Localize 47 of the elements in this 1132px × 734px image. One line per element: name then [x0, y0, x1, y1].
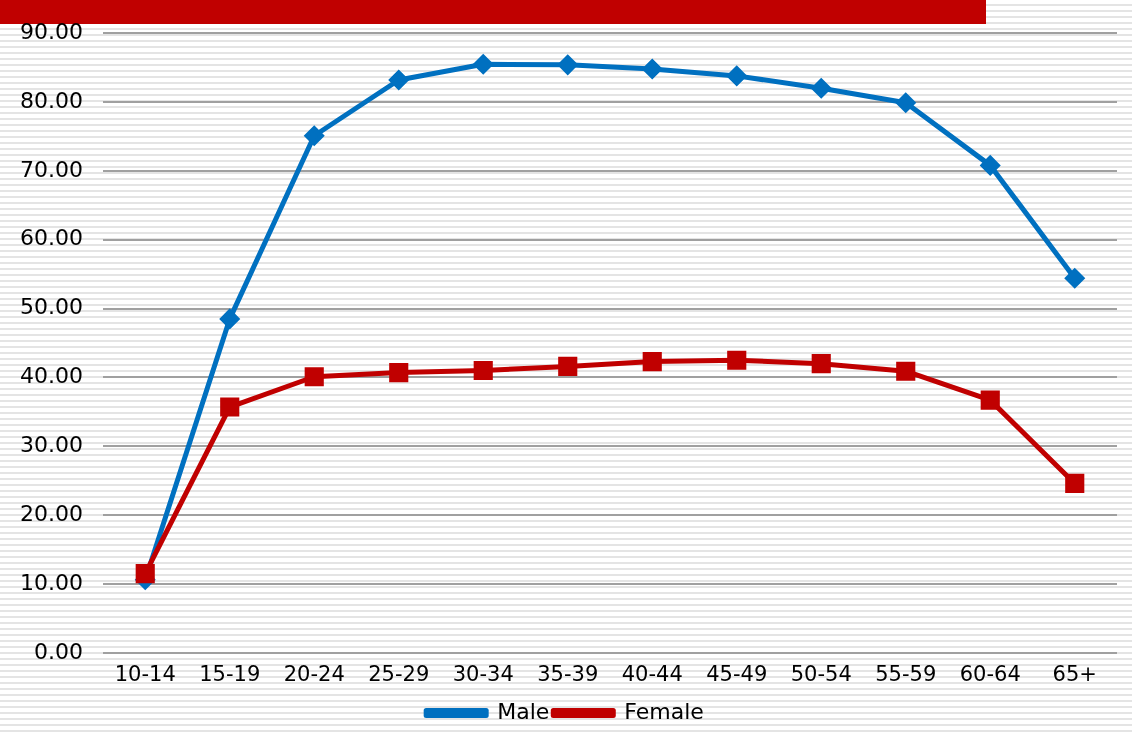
point — [642, 59, 662, 79]
point — [1065, 473, 1085, 494]
point — [1065, 268, 1085, 288]
point — [727, 66, 747, 86]
point — [980, 155, 1000, 175]
x-tick-label: 35-39 — [537, 661, 599, 686]
point — [304, 367, 324, 387]
x-tick-label: 10-14 — [114, 661, 176, 686]
x-tick-label: 60-64 — [959, 661, 1021, 686]
point — [896, 361, 916, 381]
point — [811, 354, 831, 374]
point — [389, 70, 409, 90]
point — [642, 352, 662, 372]
y-tick-label: 20.00 — [20, 500, 83, 526]
point — [727, 350, 747, 370]
x-tick-label: 15-19 — [199, 661, 261, 686]
x-tick-label: 65+ — [1052, 661, 1097, 686]
y-tick-label: 60.00 — [20, 225, 83, 251]
point — [135, 564, 155, 584]
y-tick-label: 80.00 — [20, 87, 83, 113]
x-tick-label: 25-29 — [368, 661, 430, 686]
y-tick-label: 30.00 — [20, 431, 83, 457]
point — [811, 78, 831, 98]
point — [558, 356, 578, 376]
y-tick-label: 90.00 — [20, 18, 83, 44]
x-tick-label: 45-49 — [706, 661, 768, 686]
legend-label: Male — [497, 698, 550, 724]
x-tick-label: 50-54 — [790, 661, 852, 686]
point — [980, 390, 1000, 410]
point — [896, 93, 916, 113]
y-tick-label: 40.00 — [20, 363, 83, 389]
point — [220, 397, 240, 417]
x-tick-label: 20-24 — [283, 661, 345, 686]
point — [473, 360, 493, 381]
legend-label: Female — [624, 698, 704, 724]
point — [558, 55, 578, 75]
y-tick-label: 50.00 — [20, 294, 83, 320]
y-tick-label: 70.00 — [20, 156, 83, 182]
point — [389, 363, 409, 383]
x-tick-label: 55-59 — [875, 661, 937, 686]
x-tick-label: 40-44 — [621, 661, 683, 686]
y-tick-label: 0.00 — [34, 638, 83, 664]
point — [473, 54, 493, 74]
x-tick-label: 30-34 — [452, 661, 514, 686]
point — [220, 309, 240, 329]
point — [304, 126, 324, 146]
y-tick-label: 10.00 — [20, 569, 83, 595]
